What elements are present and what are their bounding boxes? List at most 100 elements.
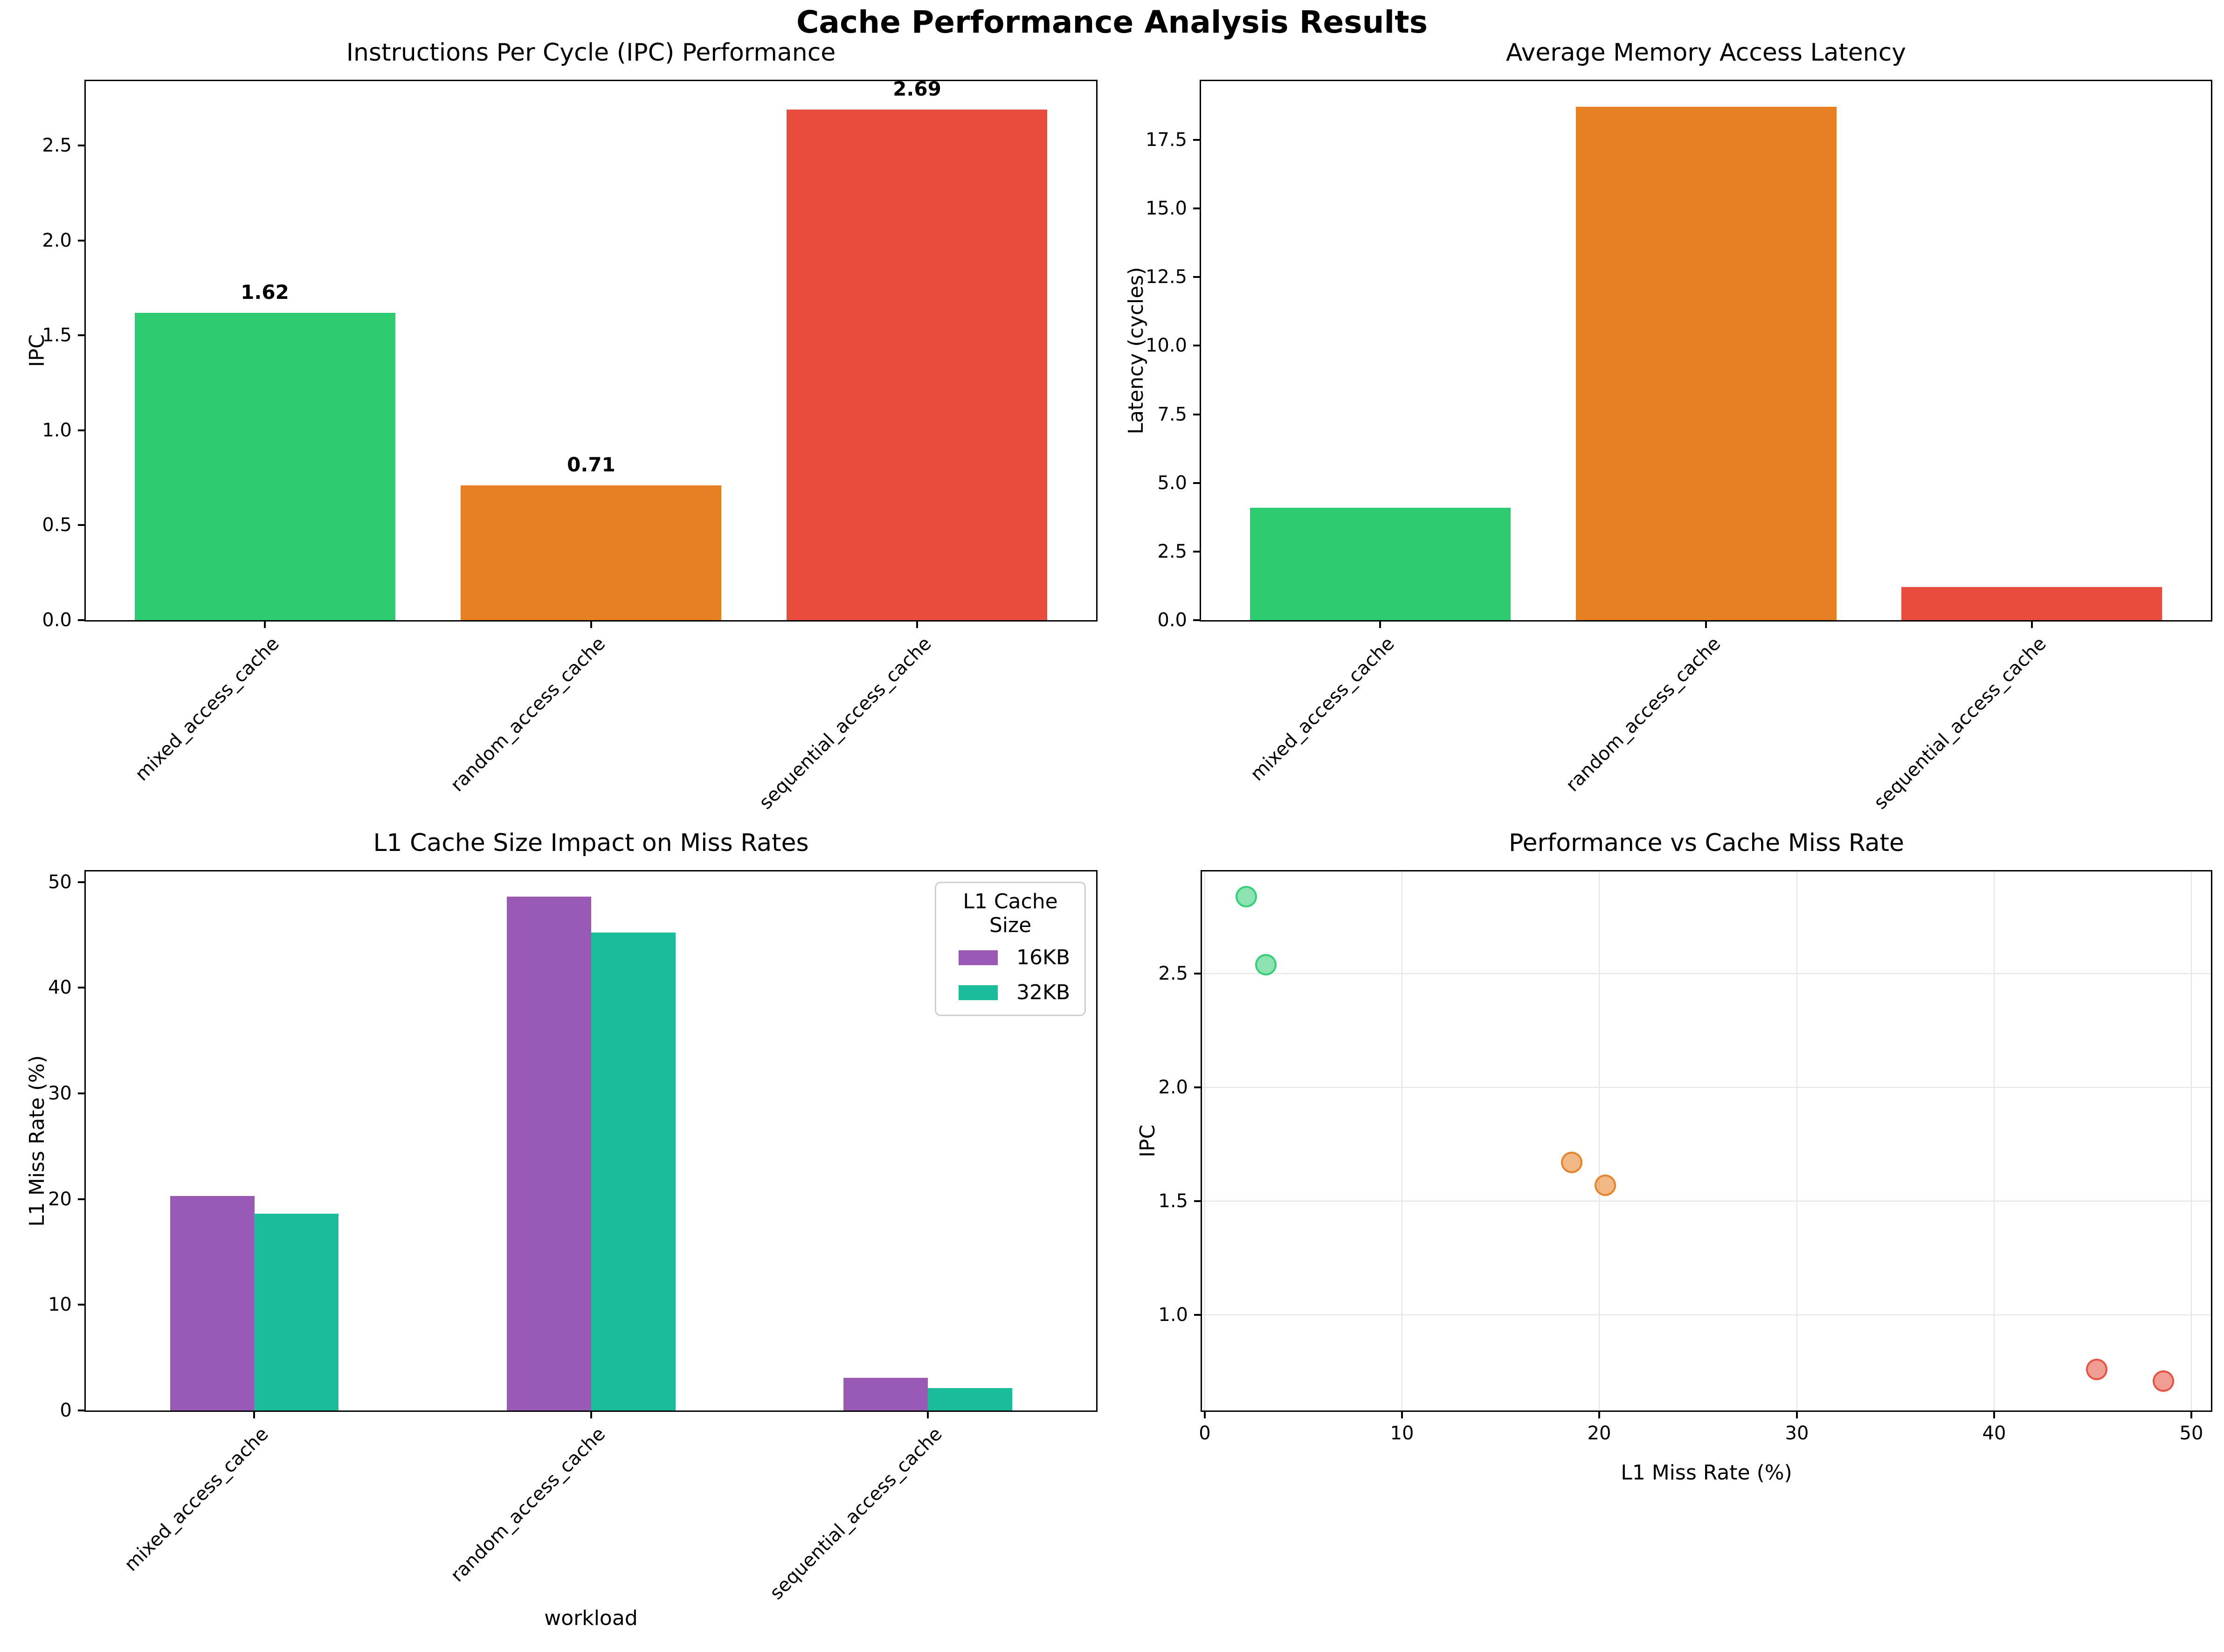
axes-frame <box>84 80 1098 622</box>
bar-random_access_cache <box>461 485 721 620</box>
y-tick-mark <box>1193 619 1200 621</box>
y-tick-label: 10 <box>48 1294 72 1315</box>
gridline-vertical <box>2191 871 2192 1410</box>
y-tick-mark <box>78 334 84 336</box>
y-tick-mark <box>78 1198 84 1200</box>
y-tick-mark <box>1193 551 1200 553</box>
y-tick-mark <box>1193 207 1200 209</box>
x-tick-mark <box>590 622 592 628</box>
bar-value-label: 0.71 <box>567 453 615 476</box>
y-tick-label: 17.5 <box>1145 129 1187 151</box>
y-tick-mark <box>78 987 84 988</box>
gridline-horizontal <box>1202 1201 2211 1202</box>
y-tick-label: 2.5 <box>1157 541 1187 562</box>
y-tick-mark <box>78 524 84 526</box>
x-tick-mark <box>1204 1412 1206 1418</box>
legend: L1 Cache Size 16KB 32KB <box>935 882 1086 1016</box>
figure-title: Cache Performance Analysis Results <box>796 4 1428 40</box>
y-tick-label: 1.5 <box>42 325 72 346</box>
legend-label: 16KB <box>1016 946 1071 969</box>
bar-value-label: 1.62 <box>241 281 289 304</box>
bar-mixed_access_cache <box>135 313 395 620</box>
gridline-vertical <box>1994 871 1995 1410</box>
scatter-point <box>2153 1370 2174 1392</box>
y-tick-label: 2.5 <box>1158 963 1188 984</box>
bar-mixed_access_cache <box>1250 508 1511 620</box>
subplot-title: Instructions Per Cycle (IPC) Performance <box>346 39 836 67</box>
x-tick-mark <box>590 1412 592 1418</box>
y-tick-label: 7.5 <box>1157 404 1187 425</box>
x-tick-label: 10 <box>1390 1423 1414 1444</box>
subplot-title: Performance vs Cache Miss Rate <box>1509 829 1904 857</box>
bar-32KB-mixed_access_cache <box>254 1214 338 1410</box>
bar-sequential_access_cache <box>787 110 1047 620</box>
gridline-vertical <box>1599 871 1600 1410</box>
y-tick-label: 2.5 <box>42 135 72 156</box>
gridline-horizontal <box>1202 1314 2211 1315</box>
scatter-point <box>1255 954 1277 975</box>
x-tick-mark <box>2031 622 2033 628</box>
y-axis-label: IPC <box>1136 1124 1160 1158</box>
scatter-point <box>2086 1359 2107 1380</box>
legend-swatch <box>959 950 998 965</box>
y-tick-label: 2.0 <box>1158 1077 1188 1098</box>
y-tick-label: 2.0 <box>42 230 72 251</box>
x-tick-mark <box>1598 1412 1600 1418</box>
y-tick-label: 0.5 <box>42 514 72 536</box>
scatter-point <box>1236 886 1257 907</box>
y-tick-label: 0 <box>60 1400 72 1421</box>
scatter-point <box>1595 1175 1616 1196</box>
y-tick-mark <box>1193 345 1200 346</box>
y-tick-mark <box>78 429 84 431</box>
y-tick-mark <box>78 240 84 242</box>
x-tick-label: 50 <box>2179 1423 2203 1444</box>
y-tick-label: 20 <box>48 1189 72 1210</box>
y-tick-mark <box>1194 1086 1201 1088</box>
legend-swatch <box>959 985 998 1000</box>
legend-item: 16KB <box>936 940 1084 975</box>
y-tick-mark <box>1194 973 1201 975</box>
legend-item: 32KB <box>936 975 1084 1010</box>
x-tick-mark <box>1796 1412 1798 1418</box>
y-tick-mark <box>78 1410 84 1411</box>
bar-16KB-mixed_access_cache <box>170 1196 255 1410</box>
bar-random_access_cache <box>1576 107 1837 620</box>
gridline-vertical <box>1204 871 1205 1410</box>
x-tick-mark <box>1993 1412 1995 1418</box>
y-tick-mark <box>78 145 84 146</box>
x-tick-mark <box>1379 622 1381 628</box>
y-tick-mark <box>1193 276 1200 278</box>
y-tick-label: 1.0 <box>42 420 72 441</box>
gridline-vertical <box>1796 871 1797 1410</box>
x-tick-mark <box>253 1412 255 1418</box>
axes-frame <box>1200 80 2212 622</box>
subplot-title: L1 Cache Size Impact on Miss Rates <box>373 829 809 857</box>
y-tick-label: 0.0 <box>1157 609 1187 631</box>
y-tick-label: 1.5 <box>1158 1190 1188 1212</box>
x-tick-label: 30 <box>1785 1423 1809 1444</box>
y-tick-mark <box>78 881 84 883</box>
x-tick-mark <box>927 1412 929 1418</box>
y-tick-mark <box>1194 1314 1201 1316</box>
y-tick-mark <box>1193 482 1200 484</box>
x-tick-mark <box>1705 622 1707 628</box>
y-tick-mark <box>1194 1200 1201 1202</box>
axes-frame <box>1201 870 2212 1412</box>
y-tick-label: 10.0 <box>1145 335 1187 356</box>
subplot-title: Average Memory Access Latency <box>1506 39 1906 67</box>
x-tick-mark <box>916 622 918 628</box>
x-axis-label: workload <box>544 1606 638 1630</box>
x-tick-label: 20 <box>1587 1423 1611 1444</box>
x-tick-mark <box>264 622 266 628</box>
y-tick-label: 30 <box>48 1083 72 1104</box>
y-tick-label: 12.5 <box>1145 266 1187 288</box>
bar-16KB-sequential_access_cache <box>843 1378 928 1410</box>
y-tick-label: 5.0 <box>1157 472 1187 494</box>
legend-label: 32KB <box>1016 981 1071 1004</box>
gridline-horizontal <box>1202 1087 2211 1088</box>
axes-frame <box>84 870 1098 1412</box>
